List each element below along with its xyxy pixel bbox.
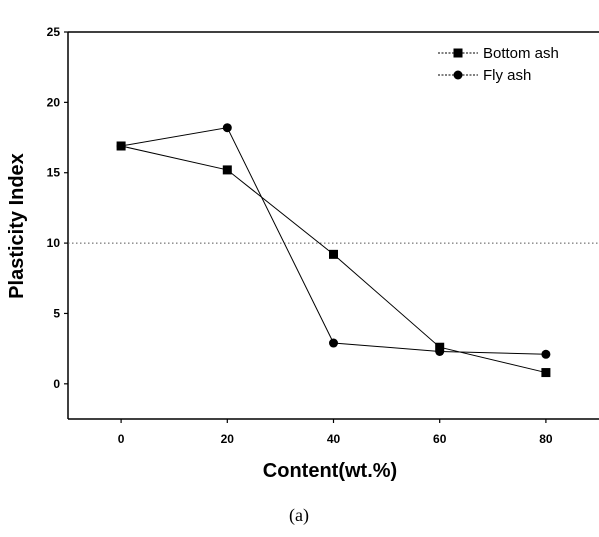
data-point-fly-ash [435,347,444,356]
data-point-bottom-ash [223,165,232,174]
data-point-fly-ash [117,141,126,150]
y-tick-label: 25 [47,25,61,39]
legend-label: Fly ash [483,67,531,84]
legend-marker-circle [454,71,463,80]
data-point-fly-ash [223,123,232,132]
y-tick-label: 10 [47,236,61,250]
legend-marker-square [454,49,463,58]
figure-caption: (a) [289,505,309,526]
series-fly-ash [117,123,551,359]
y-tick-label: 20 [47,95,61,109]
y-tick-label: 0 [53,377,60,391]
x-tick-label: 40 [327,432,341,446]
legend-item-bottom-ash: Bottom ash [438,45,559,62]
data-point-bottom-ash [329,250,338,259]
y-tick-label: 5 [53,306,60,320]
plot-area [68,32,599,419]
y-tick-label: 15 [47,166,61,180]
axis-ticks: 0 5 10 15 20 25 0 20 40 60 80 [47,25,553,446]
legend: Bottom ash Fly ash [438,45,559,84]
x-tick-label: 0 [118,432,125,446]
legend-label: Bottom ash [483,45,559,62]
x-tick-label: 20 [221,432,235,446]
data-point-fly-ash [329,339,338,348]
series-layer [117,123,551,377]
data-point-bottom-ash [541,368,550,377]
legend-item-fly-ash: Fly ash [438,67,531,84]
x-tick-label: 80 [539,432,553,446]
y-axis-title: Plasticity Index [6,153,28,299]
data-point-fly-ash [541,350,550,359]
x-tick-label: 60 [433,432,447,446]
x-axis-title: Content(wt.%) [263,460,397,482]
series-line-fly-ash [121,128,546,355]
